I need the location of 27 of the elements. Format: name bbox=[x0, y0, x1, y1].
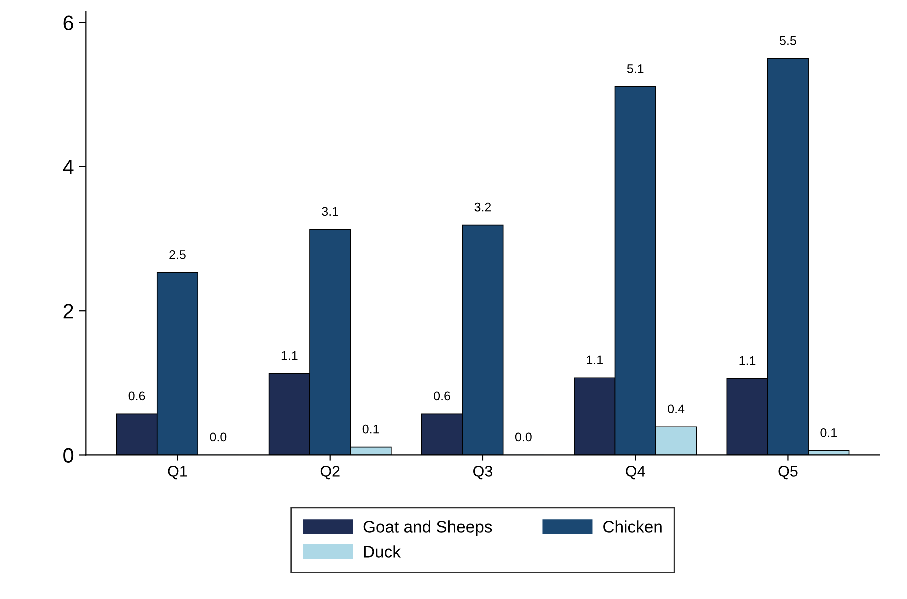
data-label: 3.2 bbox=[474, 202, 492, 212]
x-tick-label: Q4 bbox=[626, 466, 646, 480]
y-tick-label: 4 bbox=[63, 160, 74, 174]
x-tick-label: Q1 bbox=[168, 466, 188, 480]
data-label: 0.1 bbox=[362, 424, 380, 434]
data-label: 1.1 bbox=[587, 356, 603, 364]
data-label: 1.1 bbox=[740, 356, 756, 366]
data-label: 0.4 bbox=[668, 404, 685, 414]
y-tick-label: 0 bbox=[64, 448, 74, 463]
x-tick-label: Q2 bbox=[320, 466, 340, 480]
data-label: 0.0 bbox=[515, 432, 532, 442]
data-label: 5.1 bbox=[627, 64, 644, 74]
data-label: 3.1 bbox=[322, 207, 338, 216]
y-tick-label: 6 bbox=[64, 16, 74, 31]
data-label: 0.0 bbox=[210, 432, 227, 442]
data-label: 1.1 bbox=[282, 351, 298, 360]
legend-label: Duck bbox=[364, 546, 402, 558]
legend-label: Chicken bbox=[604, 520, 662, 533]
data-label: 2.5 bbox=[170, 250, 186, 260]
data-label: 0.6 bbox=[128, 392, 146, 401]
data-label: 0.6 bbox=[434, 392, 450, 401]
y-tick-label: 2 bbox=[64, 304, 74, 319]
data-label: 0.1 bbox=[820, 428, 837, 438]
x-tick-label: Q3 bbox=[474, 466, 492, 480]
data-label: 5.5 bbox=[780, 36, 796, 46]
x-tick-label: Q5 bbox=[778, 466, 798, 480]
legend-label: Goat and Sheeps bbox=[364, 520, 492, 536]
